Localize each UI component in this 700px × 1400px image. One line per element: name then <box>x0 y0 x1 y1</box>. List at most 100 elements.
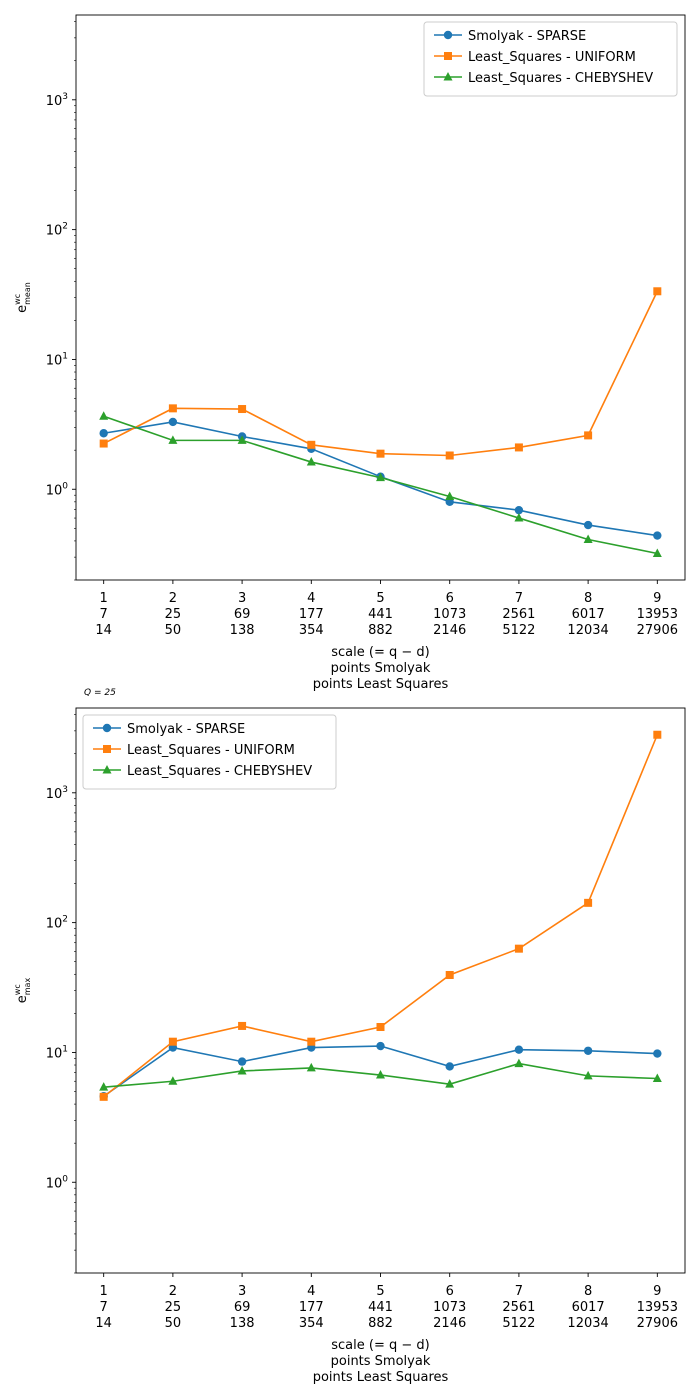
data-point <box>584 431 593 440</box>
x-tick-label: 1073 <box>433 1300 466 1315</box>
x-tick-label: 27906 <box>637 1316 678 1331</box>
data-point <box>99 429 108 438</box>
y-axis: 100 101 102 103 <box>46 21 76 581</box>
data-point <box>99 1092 108 1101</box>
series-line <box>103 415 658 555</box>
data-point <box>306 457 316 466</box>
x-tick-label: 27906 <box>637 623 678 638</box>
data-point <box>238 1021 247 1030</box>
data-point <box>99 1082 109 1091</box>
y-axis-label: ewcmean <box>13 282 32 313</box>
data-point <box>583 520 593 530</box>
x-tick-label: 7 <box>100 607 108 622</box>
x-tick-label: 8 <box>584 591 592 606</box>
x-axis: 1714225503691384177354544188261073214672… <box>95 1273 678 1385</box>
y-tick-label: 102 <box>46 915 68 932</box>
chart-panel-2: Q = 25100101102103ewcmax1714225503691384… <box>13 688 686 1385</box>
x-axis-label: points Smolyak <box>331 1354 431 1369</box>
x-tick-label: 5122 <box>502 623 535 638</box>
x-tick-label: 882 <box>368 623 393 638</box>
x-tick-label: 1 <box>100 1284 108 1299</box>
legend-label: Smolyak - SPARSE <box>127 722 245 737</box>
x-tick-label: 9 <box>653 591 661 606</box>
data-point <box>514 1045 524 1054</box>
x-tick-label: 441 <box>368 607 393 622</box>
x-tick-label: 7 <box>515 591 523 606</box>
data-point <box>376 449 385 458</box>
y-tick-label: 100 <box>46 1174 69 1191</box>
y-tick-label: 103 <box>46 785 68 802</box>
x-tick-label: 5 <box>376 591 384 606</box>
x-axis-label: scale (= q − d) <box>331 1338 429 1353</box>
data-point <box>514 1058 524 1068</box>
data-point <box>168 1076 178 1085</box>
data-point <box>514 944 523 953</box>
series-group <box>99 287 662 558</box>
legend-marker <box>103 745 111 753</box>
x-tick-label: 138 <box>230 623 255 638</box>
x-tick-label: 12034 <box>567 1316 608 1331</box>
data-point <box>445 451 454 460</box>
y-tick-label: 101 <box>46 1044 68 1061</box>
x-tick-label: 8 <box>584 1284 592 1299</box>
data-point <box>445 491 455 500</box>
data-point <box>514 443 523 452</box>
legend-label: Least_Squares - CHEBYSHEV <box>127 764 312 779</box>
legend-marker <box>444 52 452 60</box>
x-axis: 1714225503691384177354544188261073214672… <box>95 580 678 692</box>
x-tick-label: 25 <box>165 607 182 622</box>
x-tick-label: 25 <box>165 1300 182 1315</box>
x-tick-label: 69 <box>234 607 251 622</box>
x-axis-label: points Smolyak <box>331 661 431 676</box>
y-tick-label: 100 <box>46 481 69 498</box>
x-tick-label: 2 <box>169 591 177 606</box>
x-tick-label: 2561 <box>502 607 535 622</box>
data-point <box>653 531 662 540</box>
x-tick-label: 1 <box>100 591 108 606</box>
data-point <box>376 1070 385 1079</box>
data-point <box>168 1037 177 1046</box>
data-point <box>237 435 247 444</box>
legend: Smolyak - SPARSE Least_Squares - UNIFORM L… <box>423 21 678 97</box>
x-tick-label: 6017 <box>572 1300 605 1315</box>
legend-box <box>423 21 678 97</box>
x-tick-label: 6 <box>446 1284 454 1299</box>
data-point <box>376 1023 385 1032</box>
x-tick-label: 4 <box>307 1284 315 1299</box>
x-tick-label: 9 <box>653 1284 661 1299</box>
x-tick-label: 2561 <box>502 1300 535 1315</box>
series-line <box>103 290 659 457</box>
x-tick-label: 177 <box>299 607 324 622</box>
data-point <box>584 898 593 907</box>
y-axis: 100 101 102 103 <box>46 714 76 1274</box>
data-point <box>306 1062 316 1072</box>
y-axis-label: ewcmax <box>13 978 32 1004</box>
data-point <box>168 404 177 413</box>
x-tick-label: 2 <box>169 1284 177 1299</box>
legend: Smolyak - SPARSE Least_Squares - UNIFORM L… <box>82 714 337 790</box>
legend-label: Least_Squares - CHEBYSHEV <box>468 71 653 86</box>
x-axis-label: points Least Squares <box>313 677 449 692</box>
data-point <box>514 513 524 522</box>
data-point <box>445 1079 455 1088</box>
x-tick-label: 441 <box>368 1300 393 1315</box>
x-tick-label: 13953 <box>637 1300 678 1315</box>
data-point <box>583 1070 593 1080</box>
x-tick-label: 69 <box>234 1300 251 1315</box>
x-tick-label: 4 <box>307 591 315 606</box>
data-point <box>99 439 108 448</box>
data-point <box>653 730 662 739</box>
x-tick-label: 3 <box>238 591 246 606</box>
legend-label: Least_Squares - UNIFORM <box>127 743 295 758</box>
data-point <box>168 417 178 427</box>
chart-panel-1: 100101102103ewcmean171422550369138417735… <box>13 14 686 692</box>
x-tick-label: 138 <box>230 1316 255 1331</box>
x-tick-label: 177 <box>299 1300 324 1315</box>
data-point <box>376 1041 385 1051</box>
data-point <box>652 548 662 558</box>
y-tick-label: 103 <box>46 92 68 109</box>
data-point <box>445 970 454 979</box>
legend-marker <box>443 72 453 81</box>
y-tick-label: 101 <box>46 351 68 368</box>
data-point <box>168 435 178 444</box>
